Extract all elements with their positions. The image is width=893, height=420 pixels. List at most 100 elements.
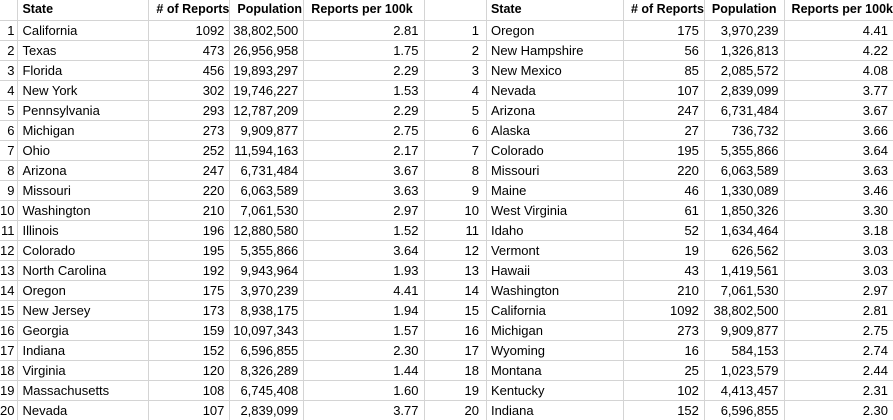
state-cell[interactable]: Arizona	[17, 160, 150, 181]
rank-cell[interactable]: 20	[424, 400, 487, 420]
reports-cell[interactable]: 210	[623, 280, 705, 301]
reports-cell[interactable]: 293	[148, 100, 231, 121]
per-100k-cell[interactable]: 3.18	[784, 220, 893, 241]
population-cell[interactable]: 736,732	[704, 120, 785, 141]
population-cell[interactable]: 3,970,239	[229, 280, 305, 301]
population-cell[interactable]: 6,731,484	[704, 100, 785, 121]
rank-cell[interactable]: 18	[0, 360, 19, 381]
column-header-per-100k[interactable]: Reports per 100k	[303, 0, 425, 21]
population-cell[interactable]: 38,802,500	[704, 300, 785, 321]
per-100k-cell[interactable]: 3.66	[784, 120, 893, 141]
per-100k-cell[interactable]: 2.75	[303, 120, 425, 141]
population-cell[interactable]: 6,063,589	[229, 180, 305, 201]
state-cell[interactable]: Florida	[17, 60, 150, 81]
state-cell[interactable]: Missouri	[17, 180, 150, 201]
state-cell[interactable]: New Jersey	[17, 300, 150, 321]
per-100k-cell[interactable]: 2.29	[303, 100, 425, 121]
per-100k-cell[interactable]: 4.22	[784, 40, 893, 61]
population-cell[interactable]: 1,330,089	[704, 180, 785, 201]
population-cell[interactable]: 626,562	[704, 240, 785, 261]
state-cell[interactable]: West Virginia	[486, 200, 624, 221]
reports-cell[interactable]: 173	[148, 300, 231, 321]
rank-cell[interactable]: 7	[0, 140, 19, 161]
reports-cell[interactable]: 252	[148, 140, 231, 161]
per-100k-cell[interactable]: 2.31	[784, 380, 893, 401]
per-100k-cell[interactable]: 2.44	[784, 360, 893, 381]
state-cell[interactable]: Indiana	[486, 400, 624, 420]
reports-cell[interactable]: 43	[623, 260, 705, 281]
population-cell[interactable]: 584,153	[704, 340, 785, 361]
rank-cell[interactable]: 13	[424, 260, 487, 281]
rank-cell[interactable]: 8	[0, 160, 19, 181]
population-cell[interactable]: 6,745,408	[229, 380, 305, 401]
rank-cell[interactable]: 17	[0, 340, 19, 361]
rank-cell[interactable]: 8	[424, 160, 487, 181]
rank-cell[interactable]: 12	[424, 240, 487, 261]
population-cell[interactable]: 4,413,457	[704, 380, 785, 401]
per-100k-cell[interactable]: 4.41	[303, 280, 425, 301]
per-100k-cell[interactable]: 3.64	[784, 140, 893, 161]
state-cell[interactable]: Nevada	[486, 80, 624, 101]
column-header-reports[interactable]: # of Reports	[623, 0, 705, 21]
state-cell[interactable]: New Mexico	[486, 60, 624, 81]
rank-cell[interactable]: 19	[0, 380, 19, 401]
population-cell[interactable]: 9,909,877	[229, 120, 305, 141]
state-cell[interactable]: Georgia	[17, 320, 150, 341]
per-100k-cell[interactable]: 3.63	[303, 180, 425, 201]
column-header-rank[interactable]	[0, 0, 19, 21]
state-cell[interactable]: Colorado	[486, 140, 624, 161]
column-header-population[interactable]: Population	[229, 0, 305, 21]
population-cell[interactable]: 7,061,530	[229, 200, 305, 221]
state-cell[interactable]: Alaska	[486, 120, 624, 141]
rank-cell[interactable]: 19	[424, 380, 487, 401]
rank-cell[interactable]: 5	[0, 100, 19, 121]
state-cell[interactable]: Indiana	[17, 340, 150, 361]
per-100k-cell[interactable]: 2.30	[303, 340, 425, 361]
state-cell[interactable]: Oregon	[17, 280, 150, 301]
population-cell[interactable]: 6,063,589	[704, 160, 785, 181]
rank-cell[interactable]: 4	[424, 80, 487, 101]
rank-cell[interactable]: 16	[0, 320, 19, 341]
population-cell[interactable]: 1,634,464	[704, 220, 785, 241]
reports-cell[interactable]: 16	[623, 340, 705, 361]
per-100k-cell[interactable]: 1.52	[303, 220, 425, 241]
population-cell[interactable]: 8,326,289	[229, 360, 305, 381]
reports-cell[interactable]: 107	[148, 400, 231, 420]
reports-cell[interactable]: 247	[148, 160, 231, 181]
reports-cell[interactable]: 192	[148, 260, 231, 281]
per-100k-cell[interactable]: 3.63	[784, 160, 893, 181]
rank-cell[interactable]: 1	[0, 20, 19, 41]
population-cell[interactable]: 2,085,572	[704, 60, 785, 81]
rank-cell[interactable]: 16	[424, 320, 487, 341]
per-100k-cell[interactable]: 2.75	[784, 320, 893, 341]
state-cell[interactable]: Washington	[17, 200, 150, 221]
rank-cell[interactable]: 11	[424, 220, 487, 241]
state-cell[interactable]: Pennsylvania	[17, 100, 150, 121]
state-cell[interactable]: California	[17, 20, 150, 41]
reports-cell[interactable]: 107	[623, 80, 705, 101]
reports-cell[interactable]: 302	[148, 80, 231, 101]
reports-cell[interactable]: 220	[148, 180, 231, 201]
state-cell[interactable]: Massachusetts	[17, 380, 150, 401]
rank-cell[interactable]: 14	[424, 280, 487, 301]
rank-cell[interactable]: 4	[0, 80, 19, 101]
rank-cell[interactable]: 10	[424, 200, 487, 221]
per-100k-cell[interactable]: 2.97	[784, 280, 893, 301]
rank-cell[interactable]: 18	[424, 360, 487, 381]
reports-cell[interactable]: 220	[623, 160, 705, 181]
rank-cell[interactable]: 3	[0, 60, 19, 81]
population-cell[interactable]: 9,909,877	[704, 320, 785, 341]
rank-cell[interactable]: 12	[0, 240, 19, 261]
reports-cell[interactable]: 56	[623, 40, 705, 61]
per-100k-cell[interactable]: 1.75	[303, 40, 425, 61]
state-cell[interactable]: Maine	[486, 180, 624, 201]
per-100k-cell[interactable]: 3.77	[784, 80, 893, 101]
per-100k-cell[interactable]: 3.64	[303, 240, 425, 261]
state-cell[interactable]: Colorado	[17, 240, 150, 261]
state-cell[interactable]: New Hampshire	[486, 40, 624, 61]
per-100k-cell[interactable]: 1.53	[303, 80, 425, 101]
column-header-rank[interactable]	[424, 0, 487, 21]
reports-cell[interactable]: 247	[623, 100, 705, 121]
population-cell[interactable]: 1,326,813	[704, 40, 785, 61]
rank-cell[interactable]: 5	[424, 100, 487, 121]
